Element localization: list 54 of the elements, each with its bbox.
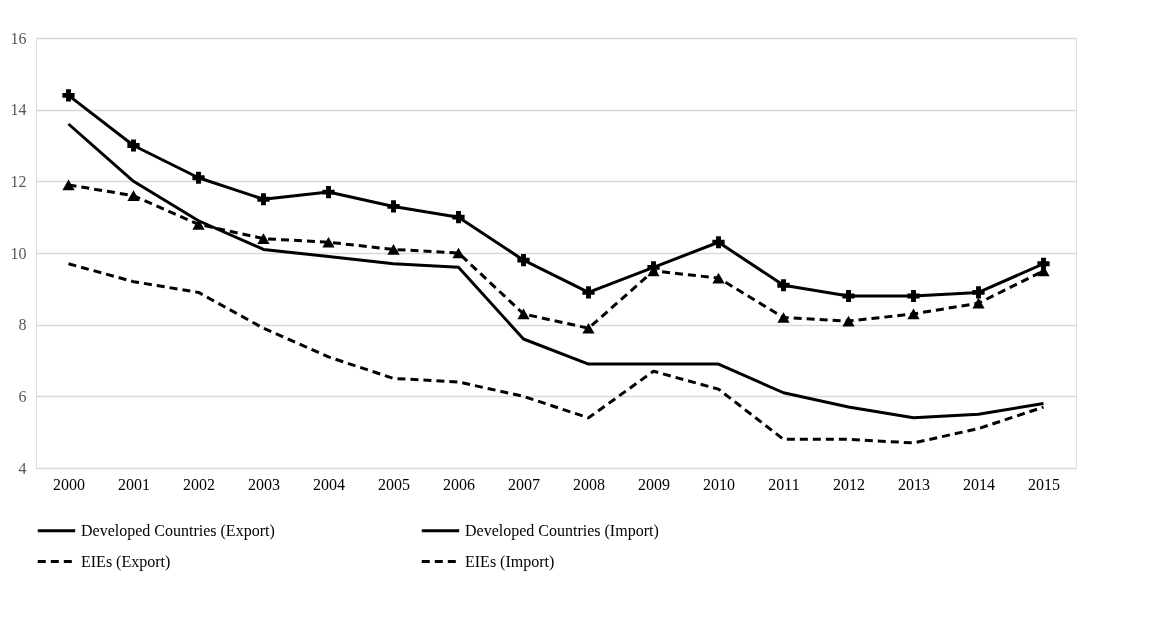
- point: [712, 272, 725, 284]
- point: [322, 185, 335, 199]
- x-tick-label: 2010: [703, 475, 735, 493]
- point: [322, 236, 335, 248]
- y-tick-label: 4: [18, 459, 27, 477]
- x-tick-label: 2012: [833, 475, 865, 493]
- point: [907, 308, 920, 320]
- legend-label: Developed Countries (Export): [81, 521, 275, 540]
- point: [192, 219, 205, 230]
- x-tick-label: 2013: [898, 475, 930, 493]
- x-tick-label: 2006: [443, 475, 475, 493]
- y-tick-label: 16: [10, 29, 27, 47]
- point: [907, 289, 920, 303]
- y-tick-label: 6: [18, 387, 27, 405]
- point: [127, 190, 140, 201]
- point: [257, 233, 270, 244]
- y-tick-label: 10: [10, 244, 27, 262]
- point: [62, 89, 75, 102]
- x-tick-label: 2014: [963, 475, 995, 493]
- legend-label: EIEs (Export): [81, 552, 171, 571]
- x-tick-label: 2007: [508, 475, 540, 493]
- x-tick-label: 2004: [313, 475, 345, 493]
- point: [517, 254, 530, 267]
- point: [62, 179, 75, 191]
- y-tick-label: 12: [10, 172, 27, 190]
- x-tick-label: 2008: [573, 475, 605, 493]
- point: [387, 200, 400, 213]
- x-tick-label: 2009: [638, 475, 670, 493]
- y-tick-label: 14: [10, 101, 27, 119]
- point: [452, 211, 465, 224]
- point: [582, 286, 595, 299]
- point: [777, 312, 790, 323]
- x-tick-label: 2002: [183, 475, 215, 493]
- point: [712, 236, 725, 249]
- point: [452, 247, 465, 259]
- point: [517, 308, 530, 320]
- legend-label: Developed Countries (Import): [465, 521, 659, 540]
- point: [192, 171, 205, 184]
- point: [972, 286, 985, 299]
- point: [582, 322, 595, 334]
- y-tick-label: 8: [18, 316, 27, 334]
- point: [257, 193, 270, 206]
- x-tick-label: 2011: [768, 475, 800, 493]
- x-tick-label: 2015: [1028, 475, 1060, 493]
- point: [387, 244, 400, 255]
- legend-label: EIEs (Import): [465, 552, 555, 571]
- point: [842, 315, 855, 327]
- point: [842, 289, 855, 303]
- x-tick-label: 2001: [118, 475, 150, 493]
- x-tick-label: 2000: [53, 475, 85, 493]
- x-tick-label: 2005: [378, 475, 410, 493]
- x-tick-label: 2003: [248, 475, 280, 493]
- point: [777, 279, 790, 292]
- point: [127, 139, 140, 152]
